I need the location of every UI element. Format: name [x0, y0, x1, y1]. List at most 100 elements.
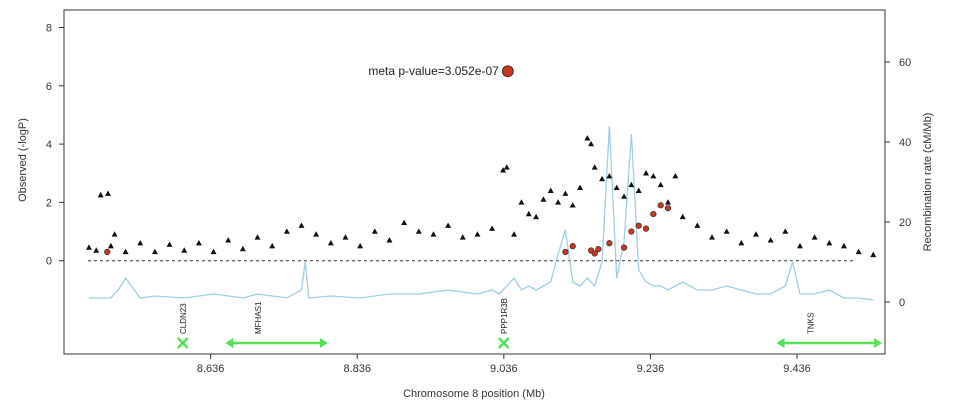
- snp-point: [767, 237, 774, 243]
- snp-point: [166, 241, 173, 247]
- y2-tick-label: 40: [899, 137, 911, 149]
- snp-point: [665, 199, 672, 205]
- snp-point: [613, 184, 620, 191]
- snp-point: [386, 237, 393, 243]
- recombination-rate-line: [88, 125, 874, 301]
- x-tick-label: 8.636: [197, 363, 225, 375]
- snp-point: [93, 247, 100, 253]
- snp-point: [489, 225, 496, 231]
- snp-point: [181, 247, 188, 253]
- snp-point: [239, 245, 246, 252]
- gene-track: CLDN23 MFHAS1 PPP1R3B TNKS: [176, 298, 883, 349]
- gene-label: TNKS: [806, 313, 815, 334]
- snp-point: [547, 187, 554, 193]
- snp-point: [870, 251, 877, 258]
- snp-point: [621, 193, 628, 199]
- snp-point: [225, 237, 232, 243]
- x-tick-label: 8.836: [343, 363, 371, 375]
- snp-point: [533, 213, 540, 220]
- snp-point: [195, 240, 202, 246]
- snp-point-highlight: [642, 225, 650, 232]
- snp-point: [430, 231, 437, 237]
- snp-point: [151, 248, 158, 255]
- lead-snp-point: [501, 65, 514, 78]
- y2-tick-label: 20: [899, 217, 911, 229]
- y-tick-label: 4: [46, 139, 52, 151]
- snp-point: [401, 219, 408, 226]
- snp-point-highlight: [650, 210, 657, 218]
- snp-point: [327, 240, 334, 246]
- y2-axis-title: Recombination rate (cM/Mb): [922, 113, 934, 252]
- gene-marker: [497, 337, 510, 349]
- snp-point: [511, 231, 518, 237]
- snp-point-highlight: [569, 243, 576, 250]
- snp-point: [694, 222, 701, 228]
- plot-frame: [63, 9, 886, 355]
- axis-ticks: 8.636 8.836 9.036 9.236 9.436 0 2 4 6 8 0 20 40 60: [46, 22, 911, 375]
- snp-point: [555, 199, 562, 205]
- snp-point-highlight: [628, 228, 635, 235]
- snp-point: [591, 164, 598, 170]
- snp-point: [97, 191, 104, 198]
- snp-point: [269, 242, 276, 249]
- snp-point: [796, 242, 803, 249]
- snp-point: [342, 234, 349, 240]
- snp-point: [540, 196, 547, 202]
- snp-point: [811, 234, 818, 240]
- snp-point: [445, 222, 452, 228]
- snp-point-highlight: [591, 250, 598, 257]
- snp-point-highlight: [620, 244, 628, 251]
- x-tick-label: 9.036: [490, 363, 518, 375]
- gene-label: CLDN23: [179, 303, 188, 334]
- snp-point-highlight: [664, 205, 672, 212]
- y-tick-label: 0: [46, 256, 52, 268]
- snp-point: [569, 202, 576, 208]
- snp-point: [599, 175, 606, 182]
- snp-point: [672, 172, 679, 179]
- snp-point-highlight: [562, 248, 569, 256]
- snp-point: [782, 228, 789, 234]
- snp-point: [518, 199, 525, 205]
- snp-point: [650, 172, 657, 179]
- snp-point: [371, 228, 378, 234]
- snp-point: [503, 164, 510, 170]
- gene-arrow-left: [776, 338, 785, 348]
- snp-point: [723, 228, 730, 234]
- snp-point: [254, 234, 261, 240]
- x-tick-label: 9.436: [783, 363, 811, 375]
- snp-point: [752, 231, 759, 237]
- snp-point: [459, 234, 466, 240]
- snp-point: [577, 184, 584, 191]
- snp-point-highlight: [104, 248, 111, 256]
- snp-point: [826, 240, 833, 246]
- y2-tick-label: 60: [899, 57, 911, 69]
- snp-layer: [85, 135, 877, 258]
- lead-snp-layer: meta p-value=3.052e-07: [368, 64, 514, 78]
- snp-point: [643, 170, 650, 176]
- gene-arrow-right: [319, 338, 328, 348]
- snp-point-highlight: [595, 245, 602, 253]
- snp-point: [104, 190, 111, 196]
- snp-point: [500, 167, 507, 173]
- y-tick-label: 8: [46, 22, 52, 34]
- snp-point: [657, 181, 664, 188]
- y-axis-title: Observed (-logP): [17, 118, 29, 202]
- gene-arrow-right: [874, 338, 883, 348]
- snp-point: [855, 248, 862, 255]
- snp-point: [210, 248, 217, 255]
- gene-marker: [176, 337, 189, 349]
- snp-point: [313, 231, 320, 237]
- snp-point: [415, 228, 422, 234]
- snp-point: [738, 240, 745, 246]
- snp-point: [85, 244, 92, 250]
- snp-point: [679, 213, 686, 220]
- snp-point-highlight: [606, 240, 613, 247]
- snp-point: [474, 231, 481, 237]
- gene-label: PPP1R3B: [500, 298, 509, 334]
- x-tick-label: 9.236: [637, 363, 665, 375]
- snp-point: [588, 140, 595, 147]
- snp-point: [606, 172, 613, 179]
- snp-point: [283, 228, 290, 234]
